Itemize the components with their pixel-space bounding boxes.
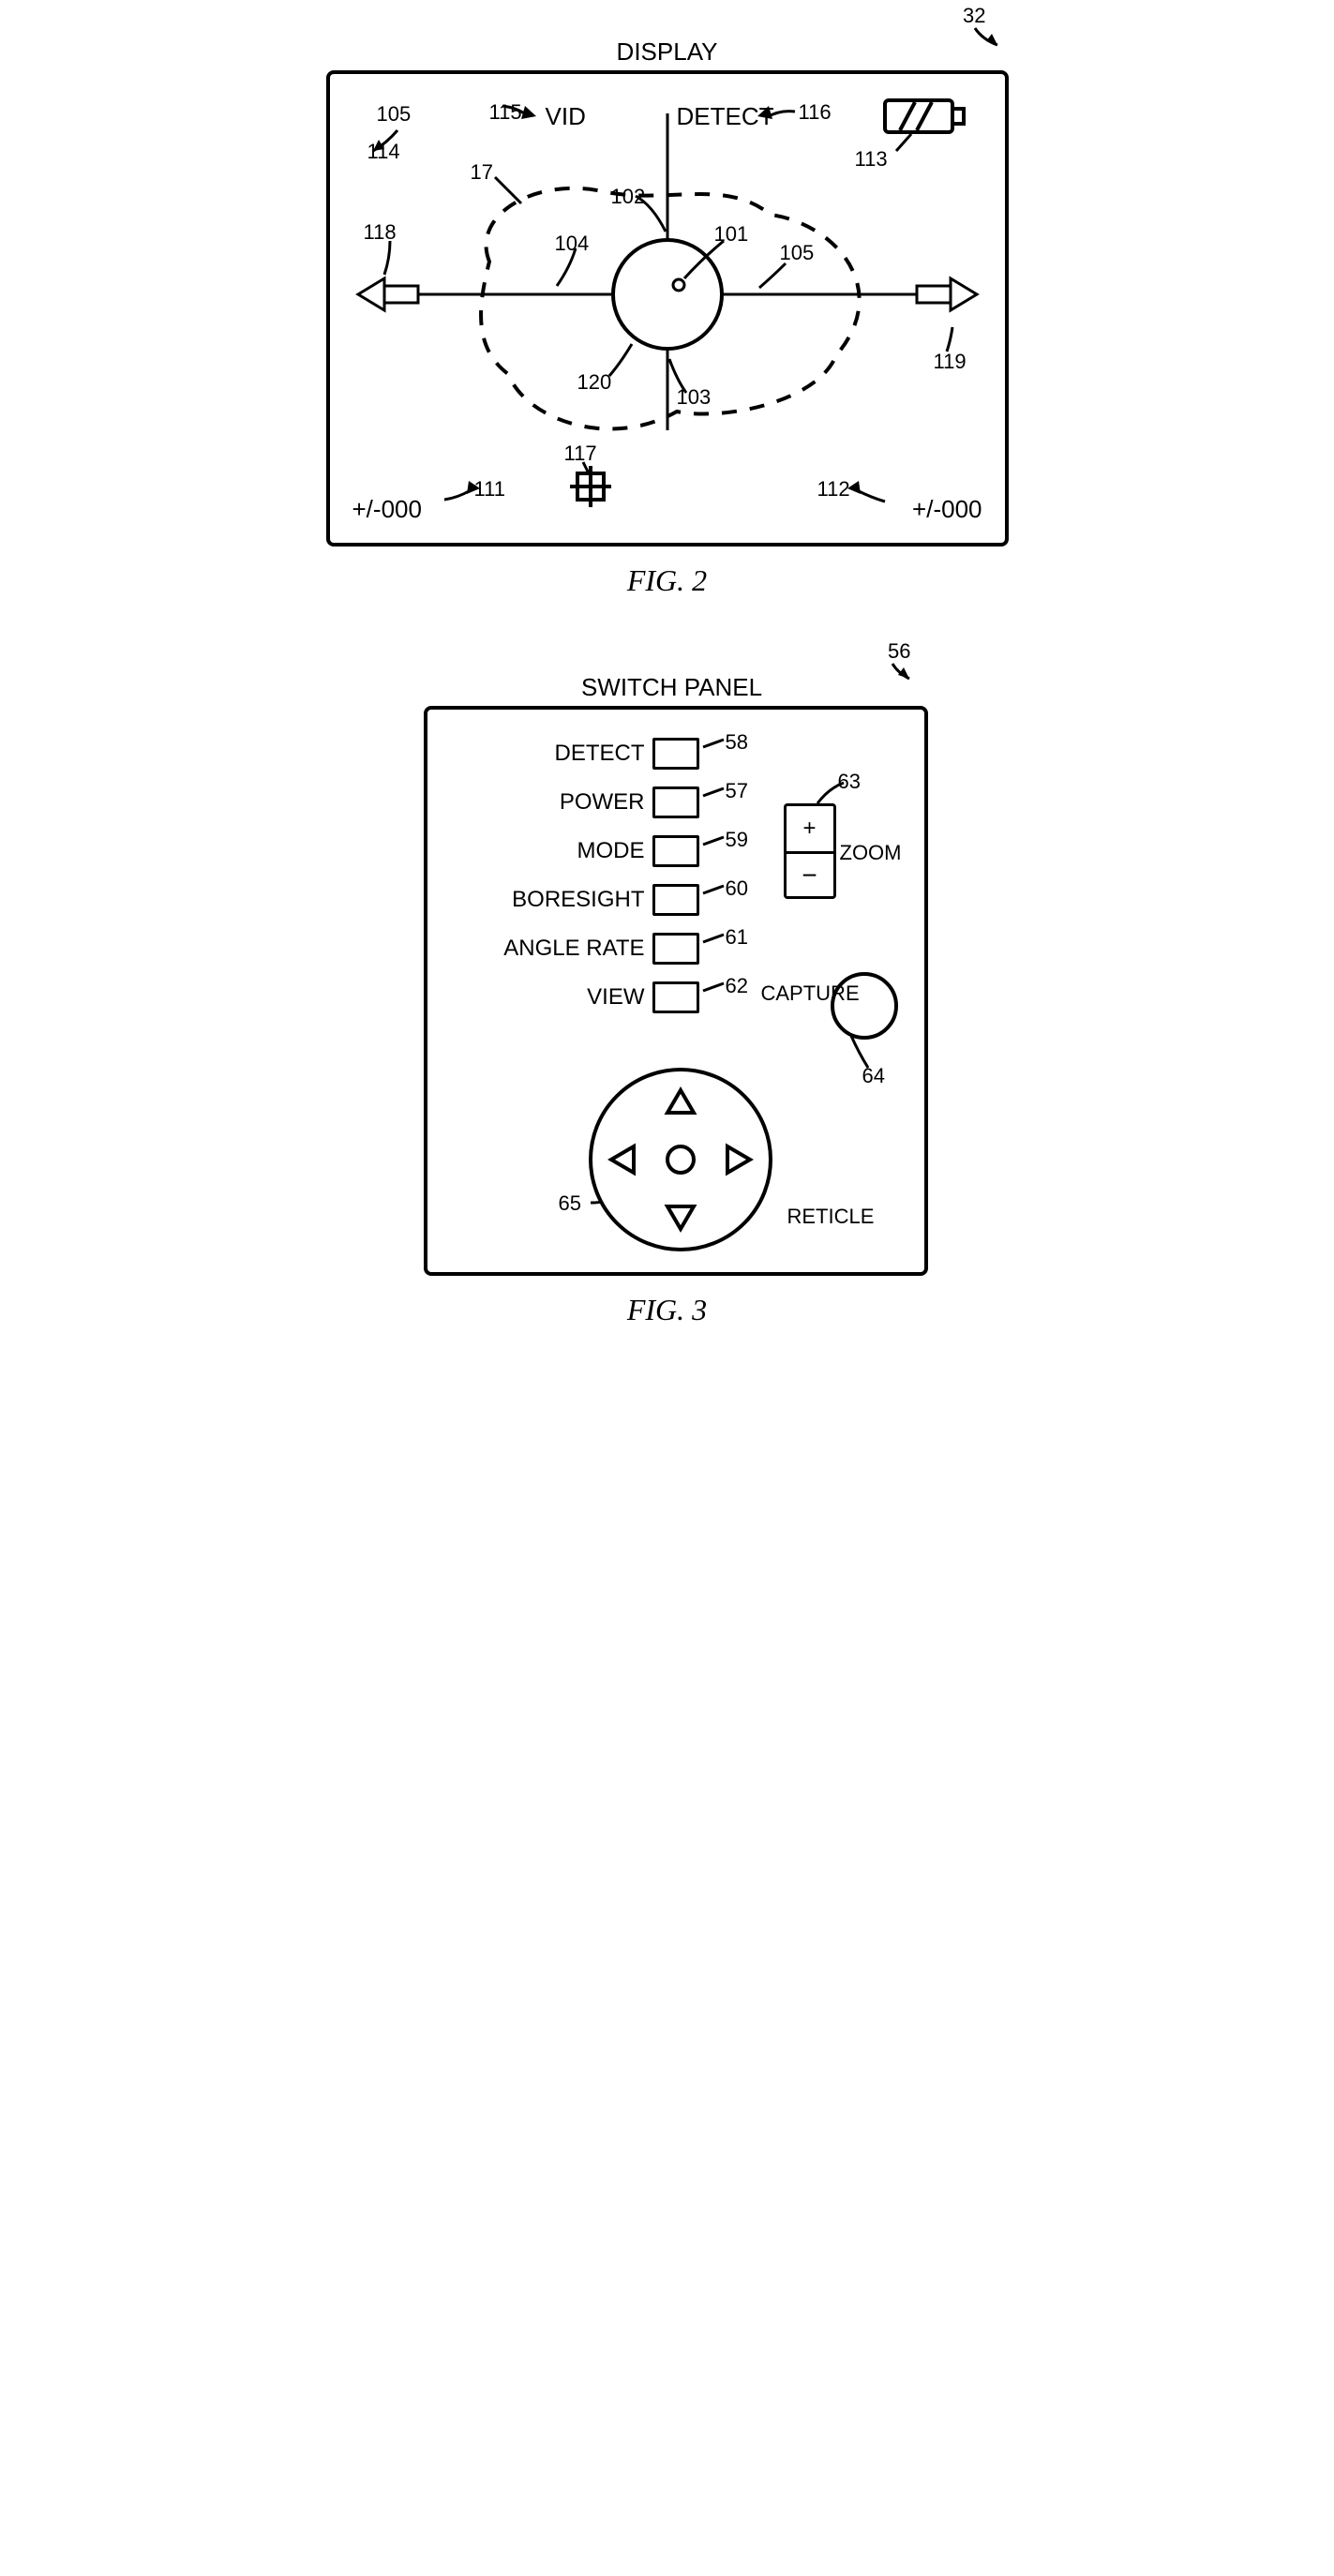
lead-65: 65 — [559, 1191, 581, 1216]
switch-power-button[interactable] — [652, 786, 699, 818]
switch-anglerate-label: ANGLE RATE — [503, 936, 644, 962]
switch-detect-button[interactable] — [652, 738, 699, 770]
lead-116: 116 — [799, 100, 832, 125]
dpad-right-icon — [727, 1146, 750, 1173]
switch-view: VIEW — [456, 981, 699, 1013]
battery-icon — [883, 95, 977, 142]
switch-mode: MODE — [456, 835, 699, 867]
lead-57: 57 — [726, 779, 748, 803]
fig3-caption: FIG. 3 — [302, 1293, 1033, 1327]
switch-boresight: BORESIGHT — [456, 884, 699, 916]
dpad-up-icon — [667, 1090, 694, 1113]
zoom-label: ZOOM — [840, 841, 902, 865]
dashed-shape — [481, 188, 860, 429]
switch-panel-box: DETECT POWER MODE BORESIGHT ANGLE RATE V… — [424, 706, 928, 1276]
display-graphics — [330, 74, 1005, 543]
lead-112: 112 — [817, 477, 850, 502]
display-box: VID DETECT — [326, 70, 1009, 547]
lead-120: 120 — [577, 370, 612, 395]
lead-61: 61 — [726, 925, 748, 950]
waypoint-icon — [570, 466, 611, 507]
lead-105b: 105 — [780, 241, 815, 265]
right-arrow-icon — [917, 278, 977, 310]
ref-56: 56 — [888, 639, 910, 664]
fig2-caption: FIG. 2 — [302, 563, 1033, 598]
reticle-dot — [673, 279, 684, 291]
lead-101: 101 — [714, 222, 749, 247]
dpad-left-icon — [611, 1146, 634, 1173]
switch-detect: DETECT — [456, 738, 699, 770]
switch-boresight-label: BORESIGHT — [512, 887, 644, 913]
lead-59: 59 — [726, 828, 748, 852]
switch-anglerate-button[interactable] — [652, 933, 699, 965]
lead-103: 103 — [677, 385, 712, 410]
switch-mode-label: MODE — [577, 838, 645, 864]
zoom-minus: − — [787, 861, 833, 891]
lead-105a: 105 — [377, 102, 412, 127]
reticle-circle — [613, 240, 722, 349]
capture-button[interactable] — [831, 972, 898, 1040]
reticle-label: RETICLE — [787, 1205, 875, 1229]
switch-mode-button[interactable] — [652, 835, 699, 867]
switch-view-label: VIEW — [587, 984, 644, 1011]
dpad-down-icon — [667, 1206, 694, 1229]
lead-60: 60 — [726, 876, 748, 901]
lead-117: 117 — [564, 442, 597, 466]
lead-62: 62 — [726, 974, 748, 998]
detect-label: DETECT — [677, 102, 774, 131]
lead-113: 113 — [855, 147, 888, 172]
br-value: +/-000 — [912, 495, 982, 524]
switch-power-label: POWER — [560, 789, 645, 816]
switch-power: POWER — [456, 786, 699, 818]
lead-114: 114 — [367, 140, 400, 164]
lead-104: 104 — [555, 232, 590, 256]
lead-17: 17 — [471, 160, 493, 185]
display-title: DISPLAY — [302, 37, 1033, 67]
lead-102: 102 — [611, 185, 646, 209]
fig3-switch-panel-diagram: 56 SWITCH PANEL DETECT POWER MODE BORESI… — [302, 673, 1033, 1327]
lead-119: 119 — [934, 350, 967, 374]
lead-111: 111 — [474, 477, 505, 502]
left-arrow-icon — [358, 278, 418, 310]
switch-boresight-button[interactable] — [652, 884, 699, 916]
ref-32: 32 — [963, 4, 985, 28]
zoom-rocker[interactable]: + − — [784, 803, 836, 899]
switch-detect-label: DETECT — [555, 741, 645, 767]
vid-label: VID — [546, 102, 586, 131]
reticle-dpad[interactable] — [577, 1056, 784, 1263]
lead-63: 63 — [838, 770, 861, 794]
switch-view-button[interactable] — [652, 981, 699, 1013]
lead-58: 58 — [726, 730, 748, 755]
bl-value: +/-000 — [352, 495, 422, 524]
switch-anglerate: ANGLE RATE — [456, 933, 699, 965]
switch-panel-title: SWITCH PANEL — [424, 673, 921, 702]
lead-118: 118 — [364, 220, 397, 245]
fig2-display-diagram: 32 DISPLAY VID DETECT — [302, 37, 1033, 598]
lead-64: 64 — [862, 1064, 885, 1088]
lead-115: 115 — [489, 100, 522, 125]
zoom-plus: + — [787, 816, 833, 842]
